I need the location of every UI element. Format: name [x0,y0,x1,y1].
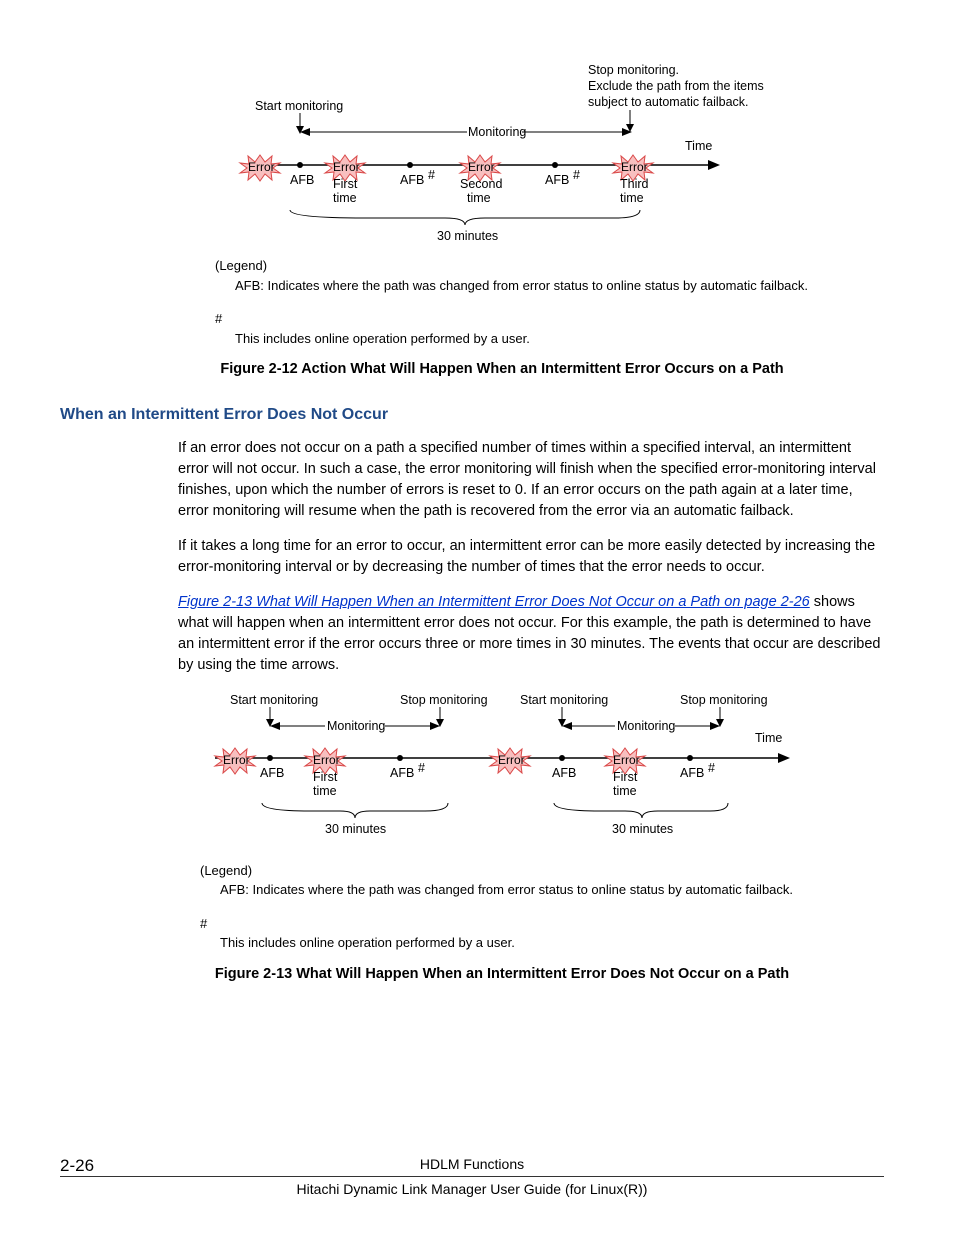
figure-2-12-diagram: Stop monitoring. Exclude the path from t… [215,60,884,248]
svg-text:time: time [613,784,637,798]
svg-text:time: time [313,784,337,798]
page-footer: 2-26 HDLM Functions Hitachi Dynamic Link… [60,1156,884,1197]
figure-2-13-caption: Figure 2-13 What Will Happen When an Int… [180,965,824,985]
legend-hash-text-2: This includes online operation performed… [220,933,884,953]
figure-2-13-diagram: Start monitoring Stop monitoring Start m… [200,690,884,853]
time-label: Time [685,139,712,153]
figure-2-12-caption: Figure 2-12 Action What Will Happen When… [180,360,824,380]
svg-text:First: First [613,770,638,784]
svg-text:#: # [708,761,715,775]
footer-title-2: Hitachi Dynamic Link Manager User Guide … [297,1181,648,1197]
svg-text:Error: Error [313,753,340,767]
svg-text:Monitoring: Monitoring [617,719,675,733]
svg-text:Error: Error [498,753,525,767]
svg-text:Error: Error [223,753,250,767]
svg-text:Stop monitoring: Stop monitoring [680,693,768,707]
legend-hash-symbol: # [215,309,884,329]
stop-text-3: subject to automatic failback. [588,95,749,109]
svg-text:AFB: AFB [552,766,576,780]
legend-afb: AFB: Indicates where the path was change… [235,276,884,296]
svg-text:30 minutes: 30 minutes [325,822,386,836]
svg-text:#: # [428,168,435,182]
legend-2: (Legend) AFB: Indicates where the path w… [200,861,884,953]
svg-text:Monitoring: Monitoring [327,719,385,733]
page-number: 2-26 [60,1156,94,1176]
footer-title-1: HDLM Functions [420,1156,524,1172]
figure-2-13-link[interactable]: Figure 2-13 What Will Happen When an Int… [178,594,810,610]
svg-text:AFB: AFB [400,173,424,187]
svg-text:Time: Time [755,731,782,745]
legend-hash-text: This includes online operation performed… [235,329,884,349]
svg-text:Stop monitoring: Stop monitoring [400,693,488,707]
svg-text:time: time [333,191,357,205]
para-2: If it takes a long time for an error to … [178,536,884,578]
svg-text:Error: Error [613,753,640,767]
svg-text:#: # [418,761,425,775]
start-label: Start monitoring [255,99,343,113]
svg-text:Error: Error [621,160,648,174]
svg-text:First: First [333,177,358,191]
svg-text:AFB: AFB [545,173,569,187]
svg-text:AFB: AFB [290,173,314,187]
svg-text:Error: Error [468,160,495,174]
svg-text:30 minutes: 30 minutes [612,822,673,836]
svg-text:First: First [313,770,338,784]
svg-text:time: time [467,191,491,205]
legend-title: (Legend) [215,256,884,276]
duration-label: 30 minutes [437,229,498,243]
diagram2-svg: Start monitoring Stop monitoring Start m… [200,690,820,850]
star-group: Error AFB Error AFB # First time Error A… [240,155,653,205]
svg-text:AFB: AFB [260,766,284,780]
svg-text:AFB: AFB [680,766,704,780]
para-3: Figure 2-13 What Will Happen When an Int… [178,592,884,676]
monitoring-label: Monitoring [468,125,526,139]
diagram1-svg: Stop monitoring. Exclude the path from t… [215,60,815,245]
legend-hash-symbol-2: # [200,914,884,934]
stop-text-1: Stop monitoring. [588,63,679,77]
legend-1: (Legend) AFB: Indicates where the path w… [215,256,884,348]
svg-text:Third: Third [620,177,649,191]
legend-title-2: (Legend) [200,861,884,881]
svg-text:time: time [620,191,644,205]
svg-text:Error: Error [333,160,360,174]
stop-text-2: Exclude the path from the items [588,79,764,93]
svg-text:Start monitoring: Start monitoring [230,693,318,707]
svg-text:Error: Error [248,160,275,174]
svg-text:Second: Second [460,177,502,191]
legend-afb-2: AFB: Indicates where the path was change… [220,880,884,900]
svg-text:Start monitoring: Start monitoring [520,693,608,707]
svg-text:AFB: AFB [390,766,414,780]
para-1: If an error does not occur on a path a s… [178,438,884,522]
section-heading: When an Intermittent Error Does Not Occu… [60,406,884,424]
svg-text:#: # [573,168,580,182]
